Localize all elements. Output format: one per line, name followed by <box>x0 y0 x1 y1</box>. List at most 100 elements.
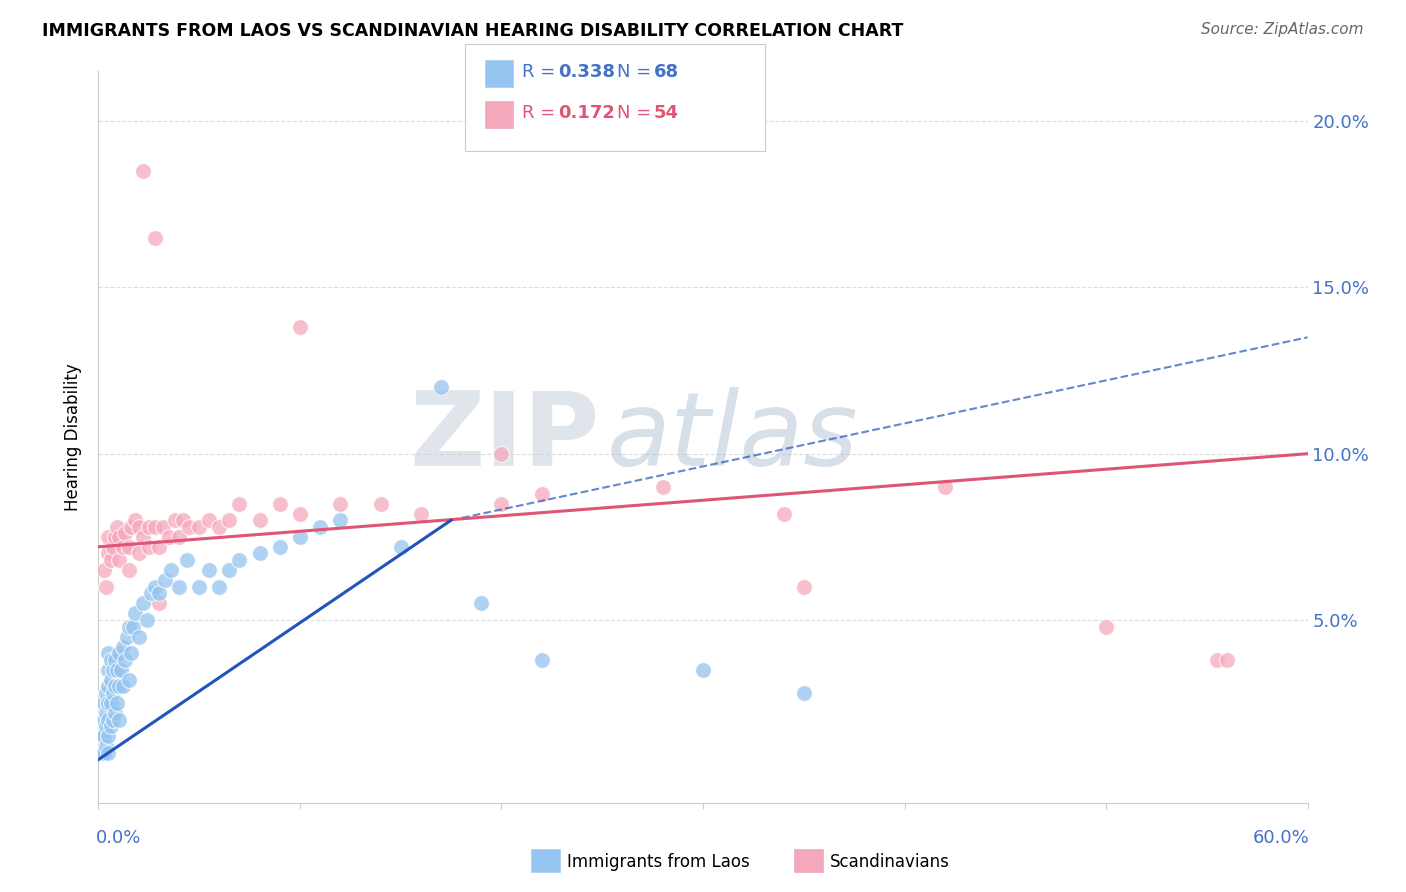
Point <box>148 586 170 600</box>
Point <box>118 673 141 687</box>
Point <box>97 729 120 743</box>
Text: R =: R = <box>522 104 555 122</box>
Point <box>97 696 120 710</box>
Point <box>143 230 166 244</box>
Point <box>100 719 122 733</box>
Point <box>692 663 714 677</box>
Point <box>105 696 128 710</box>
Point <box>111 640 134 654</box>
Point <box>793 580 815 594</box>
Point <box>103 680 125 694</box>
Point <box>97 663 120 677</box>
Point <box>135 613 157 627</box>
Point <box>107 530 129 544</box>
Point <box>101 540 124 554</box>
Point <box>96 719 118 733</box>
Point <box>491 497 513 511</box>
Text: atlas: atlas <box>606 387 858 487</box>
Point <box>114 653 136 667</box>
Point <box>152 520 174 534</box>
Point <box>97 746 120 760</box>
Point <box>128 520 150 534</box>
Point <box>148 540 170 554</box>
Point <box>218 563 240 577</box>
Point <box>97 546 120 560</box>
Point <box>93 696 115 710</box>
Point <box>288 507 311 521</box>
Point <box>530 486 553 500</box>
Text: Scandinavians: Scandinavians <box>830 853 949 871</box>
Point <box>269 497 291 511</box>
Point <box>118 540 141 554</box>
Point <box>96 739 118 754</box>
Point <box>111 540 134 554</box>
Point <box>1206 653 1229 667</box>
Text: 0.0%: 0.0% <box>96 829 142 847</box>
Point <box>105 520 128 534</box>
Point <box>148 596 170 610</box>
Text: 0.338: 0.338 <box>558 63 616 81</box>
Point <box>120 646 142 660</box>
Point <box>188 520 211 534</box>
Text: N =: N = <box>617 104 651 122</box>
Point <box>167 580 190 594</box>
Point <box>288 530 311 544</box>
Point <box>269 540 291 554</box>
Point <box>96 580 118 594</box>
Point <box>124 513 146 527</box>
Point <box>188 580 211 594</box>
Point <box>107 553 129 567</box>
Point <box>103 706 125 720</box>
Point <box>101 713 124 727</box>
Point <box>107 680 129 694</box>
Text: IMMIGRANTS FROM LAOS VS SCANDINAVIAN HEARING DISABILITY CORRELATION CHART: IMMIGRANTS FROM LAOS VS SCANDINAVIAN HEA… <box>42 22 904 40</box>
Point <box>118 619 141 633</box>
Point <box>93 713 115 727</box>
Point <box>329 513 352 527</box>
Point <box>93 746 115 760</box>
Point <box>179 520 201 534</box>
Text: 0.172: 0.172 <box>558 104 614 122</box>
Point <box>103 530 125 544</box>
Point <box>793 686 815 700</box>
Text: R =: R = <box>522 63 555 81</box>
Point <box>249 546 271 560</box>
Point <box>124 607 146 621</box>
Text: N =: N = <box>617 63 651 81</box>
Point <box>97 646 120 660</box>
Point <box>93 563 115 577</box>
Point <box>105 663 128 677</box>
Text: Source: ZipAtlas.com: Source: ZipAtlas.com <box>1201 22 1364 37</box>
Point <box>97 680 120 694</box>
Point <box>530 653 553 667</box>
Point <box>491 447 513 461</box>
Point <box>208 580 231 594</box>
Point <box>107 646 129 660</box>
Point <box>228 553 250 567</box>
Point <box>329 497 352 511</box>
Point <box>139 586 162 600</box>
Y-axis label: Hearing Disability: Hearing Disability <box>65 363 83 511</box>
Point <box>91 746 114 760</box>
Point <box>934 480 956 494</box>
Text: Immigrants from Laos: Immigrants from Laos <box>567 853 749 871</box>
Point <box>100 553 122 567</box>
Point <box>115 630 138 644</box>
Point <box>100 696 122 710</box>
Point <box>132 530 155 544</box>
Point <box>100 673 122 687</box>
Point <box>97 530 120 544</box>
Point <box>249 513 271 527</box>
Point <box>198 513 221 527</box>
Point <box>309 520 332 534</box>
Point <box>153 573 176 587</box>
Point <box>103 653 125 667</box>
Point <box>198 563 221 577</box>
Point <box>157 530 180 544</box>
Point <box>143 580 166 594</box>
Point <box>1095 619 1118 633</box>
Point <box>218 513 240 527</box>
Point <box>409 507 432 521</box>
Point <box>107 713 129 727</box>
Point <box>370 497 392 511</box>
